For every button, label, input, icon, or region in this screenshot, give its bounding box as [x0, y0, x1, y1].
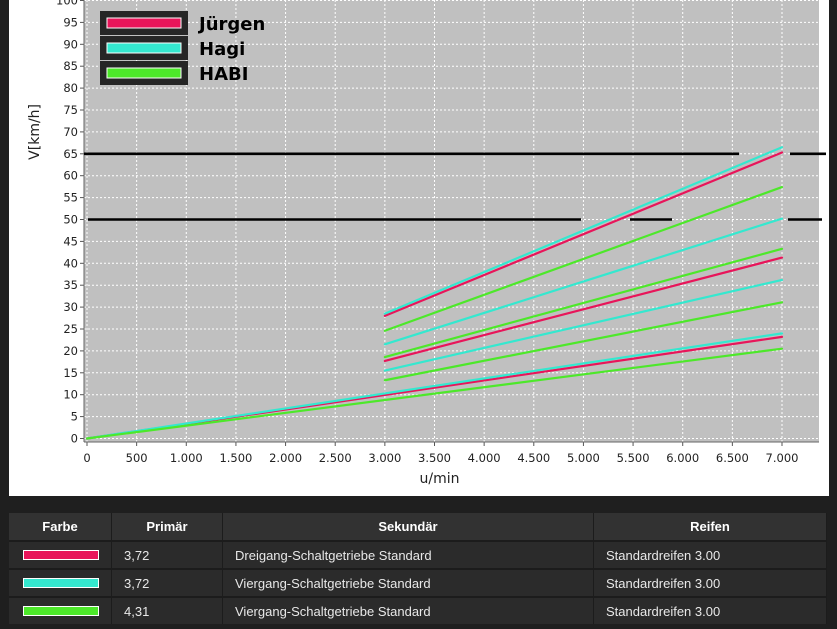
- header-secondary: Sekundär: [223, 513, 594, 540]
- x-tick-label: 4.000: [468, 451, 501, 465]
- y-tick-label: 45: [63, 234, 78, 248]
- x-axis-title: u/min: [420, 471, 460, 487]
- y-tick-label: 100: [56, 0, 78, 8]
- color-cell: [9, 540, 112, 568]
- x-tick-label: 5.000: [567, 451, 600, 465]
- header-tires: Reifen: [594, 513, 827, 540]
- color-cell: [9, 568, 112, 596]
- y-tick-label: 30: [63, 300, 78, 314]
- y-tick-label: 35: [63, 278, 78, 292]
- color-swatch: [23, 550, 99, 560]
- secondary-cell: Viergang-Schaltgetriebe Standard: [223, 596, 594, 624]
- y-tick-label: 0: [71, 432, 78, 446]
- legend-label: HABI: [199, 64, 248, 85]
- x-tick-label: 2.500: [319, 451, 352, 465]
- gear-speed-chart: 0 5 10 15 20 25 30 35 40 45 50 55 60 65 70 75 80 85 90 95 10…: [27, 0, 826, 487]
- header-color: Farbe: [9, 513, 112, 540]
- x-tick-label: 5.500: [617, 451, 650, 465]
- series-line: [383, 301, 784, 382]
- series-line: [85, 347, 784, 440]
- x-tick-label: 4.500: [517, 451, 550, 465]
- series-line: [383, 278, 784, 372]
- series-line: [383, 217, 784, 346]
- legend-swatch: [106, 67, 182, 79]
- color-cell: [9, 596, 112, 624]
- y-axis-title: V[km/h]: [27, 104, 43, 160]
- header-primary: Primär: [112, 513, 223, 540]
- x-tick-label: 1.500: [219, 451, 252, 465]
- secondary-cell: Dreigang-Schaltgetriebe Standard: [223, 540, 594, 568]
- x-tick-label: 2.000: [269, 451, 302, 465]
- x-tick-label: 7.000: [766, 451, 799, 465]
- table-row: 4,31 Viergang-Schaltgetriebe Standard St…: [9, 596, 827, 624]
- legend-label: Jürgen: [197, 14, 265, 35]
- primary-cell: 4,31: [112, 596, 223, 624]
- legend-label: Hagi: [199, 39, 245, 60]
- color-swatch: [23, 606, 99, 616]
- series-line: [383, 146, 784, 315]
- y-tick-label: 40: [63, 256, 78, 270]
- y-tick-label: 5: [71, 410, 78, 424]
- table-row: 3,72 Dreigang-Schaltgetriebe Standard St…: [9, 540, 827, 568]
- primary-cell: 3,72: [112, 540, 223, 568]
- tires-cell: Standardreifen 3.00: [594, 540, 827, 568]
- y-tick-label: 10: [63, 388, 78, 402]
- y-tick-label: 55: [63, 191, 78, 205]
- series-line: [383, 151, 784, 317]
- y-tick-label: 75: [63, 103, 78, 117]
- y-tick-label: 65: [63, 147, 78, 161]
- table-row: 3,72 Viergang-Schaltgetriebe Standard St…: [9, 568, 827, 596]
- x-tick-label: 3.000: [368, 451, 401, 465]
- y-tick-label: 60: [63, 169, 78, 183]
- y-tick-label: 20: [63, 344, 78, 358]
- secondary-cell: Viergang-Schaltgetriebe Standard: [223, 568, 594, 596]
- legend-swatch: [106, 17, 182, 29]
- primary-cell: 3,72: [112, 568, 223, 596]
- x-tick-label: 6.000: [666, 451, 699, 465]
- y-tick-label: 95: [63, 15, 78, 29]
- x-tick-label: 3.500: [418, 451, 451, 465]
- legend-swatch: [106, 42, 182, 54]
- x-tick-label: 0: [83, 451, 90, 465]
- series-line: [383, 256, 784, 363]
- y-tick-label: 70: [63, 125, 78, 139]
- series-line: [383, 185, 784, 332]
- x-tick-label: 1.000: [170, 451, 203, 465]
- y-tick-label: 25: [63, 322, 78, 336]
- tires-cell: Standardreifen 3.00: [594, 596, 827, 624]
- x-tick-label: 500: [126, 451, 148, 465]
- tires-cell: Standardreifen 3.00: [594, 568, 827, 596]
- gearing-table: Farbe Primär Sekundär Reifen 3,72 Dreiga…: [9, 513, 827, 624]
- y-tick-label: 85: [63, 59, 78, 73]
- series-line: [383, 247, 784, 359]
- x-tick-label: 6.500: [716, 451, 749, 465]
- color-swatch: [23, 578, 99, 588]
- series-line: [85, 332, 784, 440]
- plot-background: [84, 0, 819, 442]
- chart-panel: 0 5 10 15 20 25 30 35 40 45 50 55 60 65 70 75 80 85 90 95 10…: [9, 0, 829, 496]
- y-tick-label: 50: [63, 213, 78, 227]
- table-header-row: Farbe Primär Sekundär Reifen: [9, 513, 827, 540]
- y-tick-label: 90: [63, 37, 78, 51]
- y-tick-label: 80: [63, 81, 78, 95]
- y-tick-label: 15: [63, 366, 78, 380]
